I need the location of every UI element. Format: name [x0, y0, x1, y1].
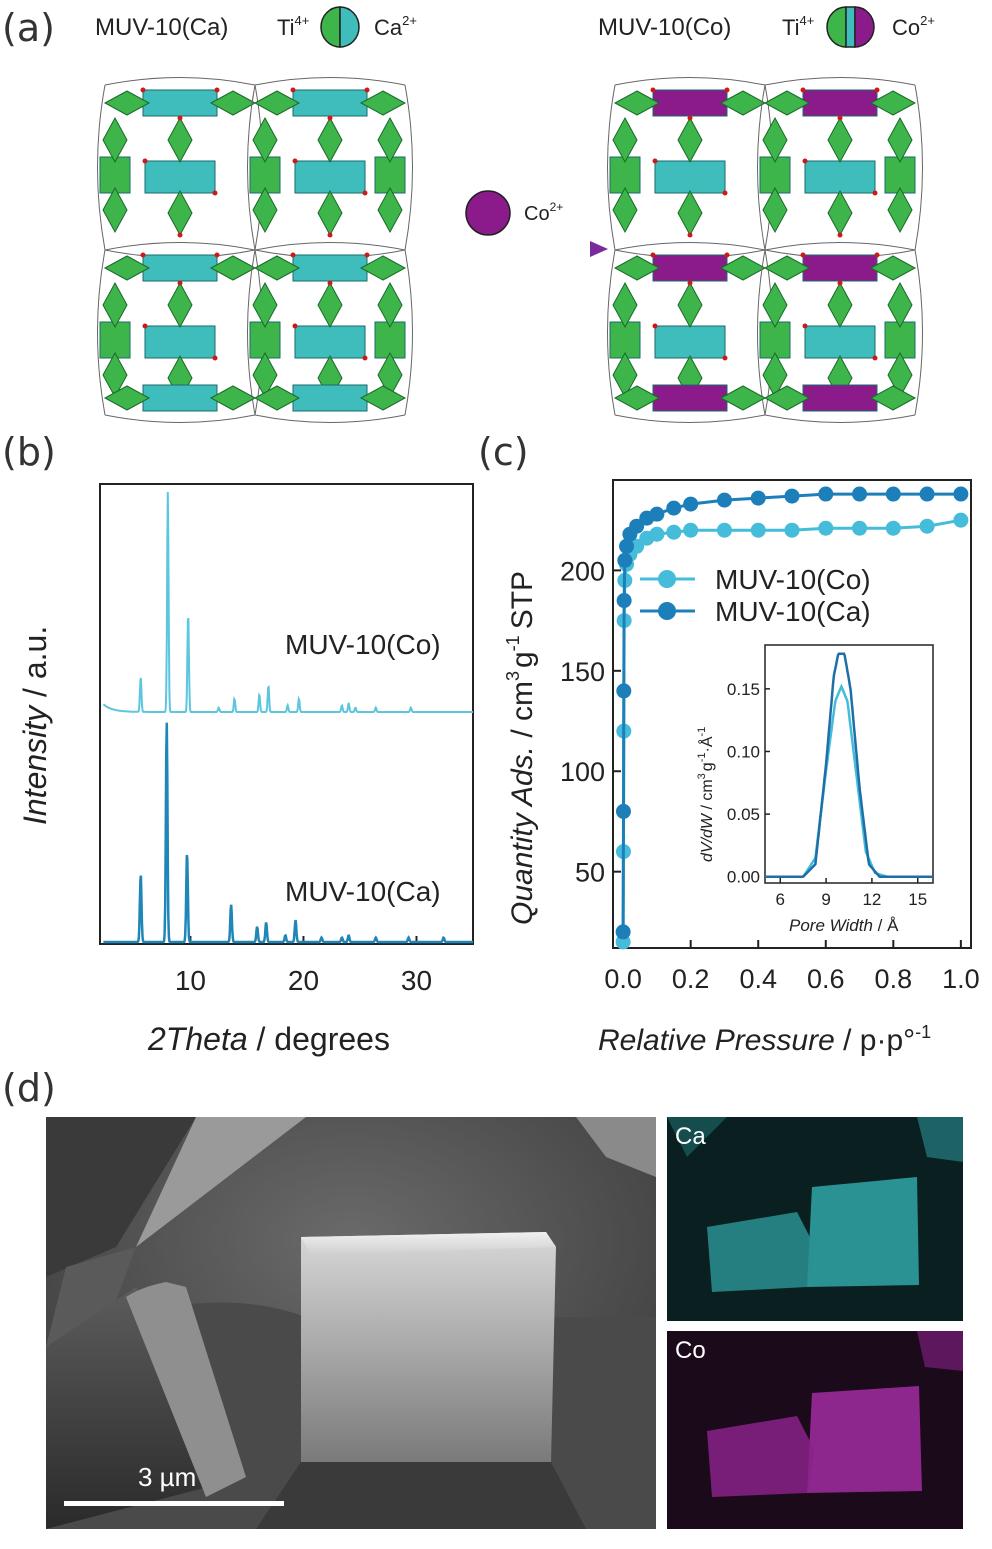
iso-point-co — [750, 522, 766, 538]
iso-point-ca — [852, 486, 868, 502]
co-ion-icon — [465, 190, 511, 236]
iso-point-ca — [616, 593, 632, 609]
iso-point-ca — [616, 683, 632, 699]
iso-point-ca — [629, 518, 645, 534]
iso-point-co — [683, 522, 699, 538]
arrow-co-label: Co2+ — [524, 200, 563, 225]
co-label-right: Co2+ — [892, 13, 935, 40]
legend-label-co: MUV-10(Co) — [715, 564, 871, 595]
iso-point-ca — [615, 924, 631, 940]
legend-marker-ca — [658, 602, 676, 620]
iso-point-ca — [750, 490, 766, 506]
iso-point-ca — [619, 538, 635, 554]
iso-point-ca — [885, 486, 901, 502]
ca-label-left: Ca2+ — [374, 13, 417, 40]
iso-point-co — [666, 524, 682, 540]
iso-point-co — [784, 522, 800, 538]
left-structure-title: MUV-10(Ca) — [95, 14, 228, 41]
ti-label-left: Ti4+ — [277, 13, 309, 40]
legend-label-ca: MUV-10(Ca) — [715, 596, 871, 627]
ti-ca-co-split-circle-icon — [826, 6, 875, 48]
inset-xtick-label: 12 — [862, 890, 881, 909]
iso-point-co — [818, 520, 834, 536]
iso-xtick-label: 1.0 — [942, 964, 980, 994]
panel-label-a: (a) — [2, 6, 55, 50]
iso-point-ca — [615, 803, 631, 819]
iso-xtick-label: 0.0 — [604, 964, 642, 994]
isotherm-plot-frame — [612, 479, 972, 949]
panel-label-b: (b) — [2, 430, 56, 474]
mof-structure-co — [607, 77, 923, 423]
iso-point-ca — [716, 492, 732, 508]
iso-point-co — [953, 512, 969, 528]
panel-label-c: (c) — [478, 430, 529, 474]
iso-point-co — [885, 520, 901, 536]
inset-ylabel: dV/dW / cm3g-1·Å-1 — [696, 727, 716, 862]
pore-size-inset: 6 9 12 15 0.00 0.05 0.10 0.15 Pore Width / Å dV… — [696, 644, 934, 935]
xrd-trace-ca — [103, 722, 473, 944]
xrd-label-co: MUV-10(Co) — [285, 629, 441, 660]
mof-structure-ca — [97, 77, 413, 423]
isotherm-ylabel: Quantity Ads. / cm3g-1STP — [503, 571, 539, 925]
iso-point-ca — [649, 506, 665, 522]
panel-label-d: (d) — [2, 1066, 56, 1110]
ti-ca-split-circle-icon — [320, 6, 360, 48]
eds-map-co: Co — [667, 1331, 963, 1529]
inset-xtick-label: 9 — [821, 890, 830, 909]
inset-ytick-label: 0.05 — [727, 805, 760, 824]
iso-point-ca — [818, 486, 834, 502]
panel-a-figure: MUV-10(Ca) Ti4+ Ca2+ MUV-10(Co) Ti4+ Co2… — [95, 6, 935, 423]
iso-ytick-label: 50 — [575, 858, 605, 888]
xrd-ylabel: Intensity / a.u. — [17, 626, 53, 825]
isotherm-chart: 0.0 0.2 0.4 0.6 0.8 1.0 50 100 150 200 MUV-10(Co)… — [503, 479, 980, 1057]
right-structure-title: MUV-10(Co) — [598, 14, 731, 41]
xrd-xtick-label: 10 — [175, 965, 206, 996]
iso-point-ca — [784, 488, 800, 504]
xrd-chart: 10 20 30 MUV-10(Co) MUV-10(Ca) Intensity /… — [17, 483, 474, 1057]
inset-trace-ca — [765, 652, 933, 878]
iso-xtick-label: 0.8 — [875, 964, 913, 994]
scale-bar-label: 3 µm — [138, 1462, 197, 1492]
xrd-xtick-label: 20 — [288, 965, 319, 996]
xrd-xlabel: 2Theta / degrees — [147, 1021, 390, 1057]
inset-ytick-label: 0.15 — [727, 680, 760, 699]
iso-point-ca — [617, 552, 633, 568]
iso-point-ca — [683, 496, 699, 512]
iso-xtick-label: 0.6 — [807, 964, 845, 994]
iso-point-ca — [666, 500, 682, 516]
inset-ytick-label: 0.10 — [727, 742, 760, 761]
xrd-xtick-label: 30 — [401, 965, 432, 996]
eds-label-co: Co — [675, 1337, 706, 1364]
iso-point-co — [649, 526, 665, 542]
iso-point-ca — [919, 486, 935, 502]
iso-point-co — [852, 520, 868, 536]
iso-ytick-label: 200 — [560, 556, 605, 586]
ti-label-right: Ti4+ — [782, 13, 814, 40]
legend-marker-co — [658, 570, 676, 588]
eds-map-ca: Ca — [667, 1117, 963, 1321]
inset-xtick-label: 15 — [908, 890, 927, 909]
iso-point-ca — [953, 486, 969, 502]
iso-ytick-label: 100 — [560, 757, 605, 787]
iso-ytick-label: 150 — [560, 657, 605, 687]
xrd-plot-frame — [99, 483, 474, 945]
inset-xtick-label: 6 — [776, 890, 785, 909]
xrd-label-ca: MUV-10(Ca) — [285, 876, 441, 907]
iso-point-co — [919, 518, 935, 534]
iso-xtick-label: 0.4 — [739, 964, 777, 994]
iso-xtick-label: 0.2 — [672, 964, 710, 994]
inset-xlabel: Pore Width / Å — [789, 916, 899, 935]
inset-ytick-label: 0.00 — [727, 868, 760, 887]
xrd-trace-co — [102, 491, 473, 713]
iso-point-co — [716, 522, 732, 538]
isotherm-legend: MUV-10(Co) MUV-10(Ca) — [640, 564, 871, 627]
sem-image: 3 µm — [46, 1117, 656, 1529]
isotherm-xlabel: Relative Pressure / p·p°-1 — [598, 1022, 931, 1057]
eds-label-ca: Ca — [675, 1123, 706, 1150]
